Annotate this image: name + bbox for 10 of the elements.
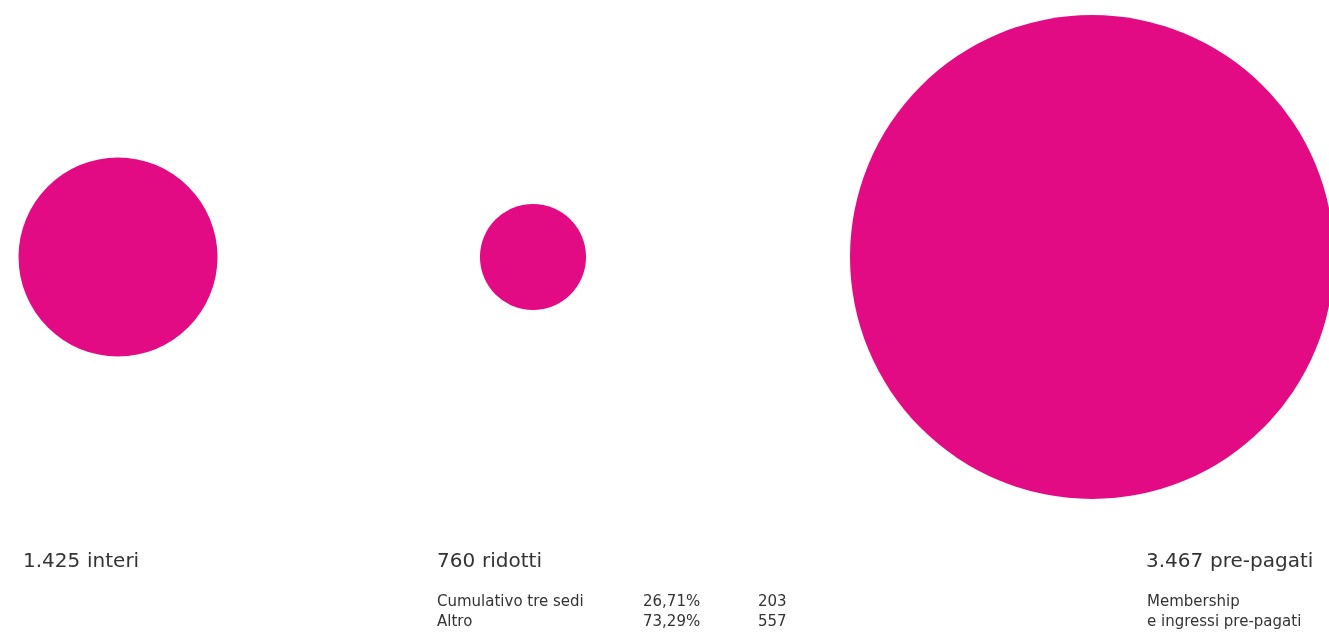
text: Cumulativo tre sedi Altro [437, 592, 584, 630]
data-label: 1.425 [23, 548, 81, 572]
category-label: pre-pagati [1210, 548, 1314, 572]
data-label: 760 [437, 548, 476, 572]
category-label: ridotti [482, 548, 542, 572]
text: Membership e ingressi pre-pagati [1147, 592, 1302, 630]
text: 203 557 [758, 592, 787, 630]
text: 26,71% 73,29% [643, 592, 701, 630]
category-label: interi [87, 548, 140, 572]
data-label: 3.467 [1146, 548, 1204, 572]
